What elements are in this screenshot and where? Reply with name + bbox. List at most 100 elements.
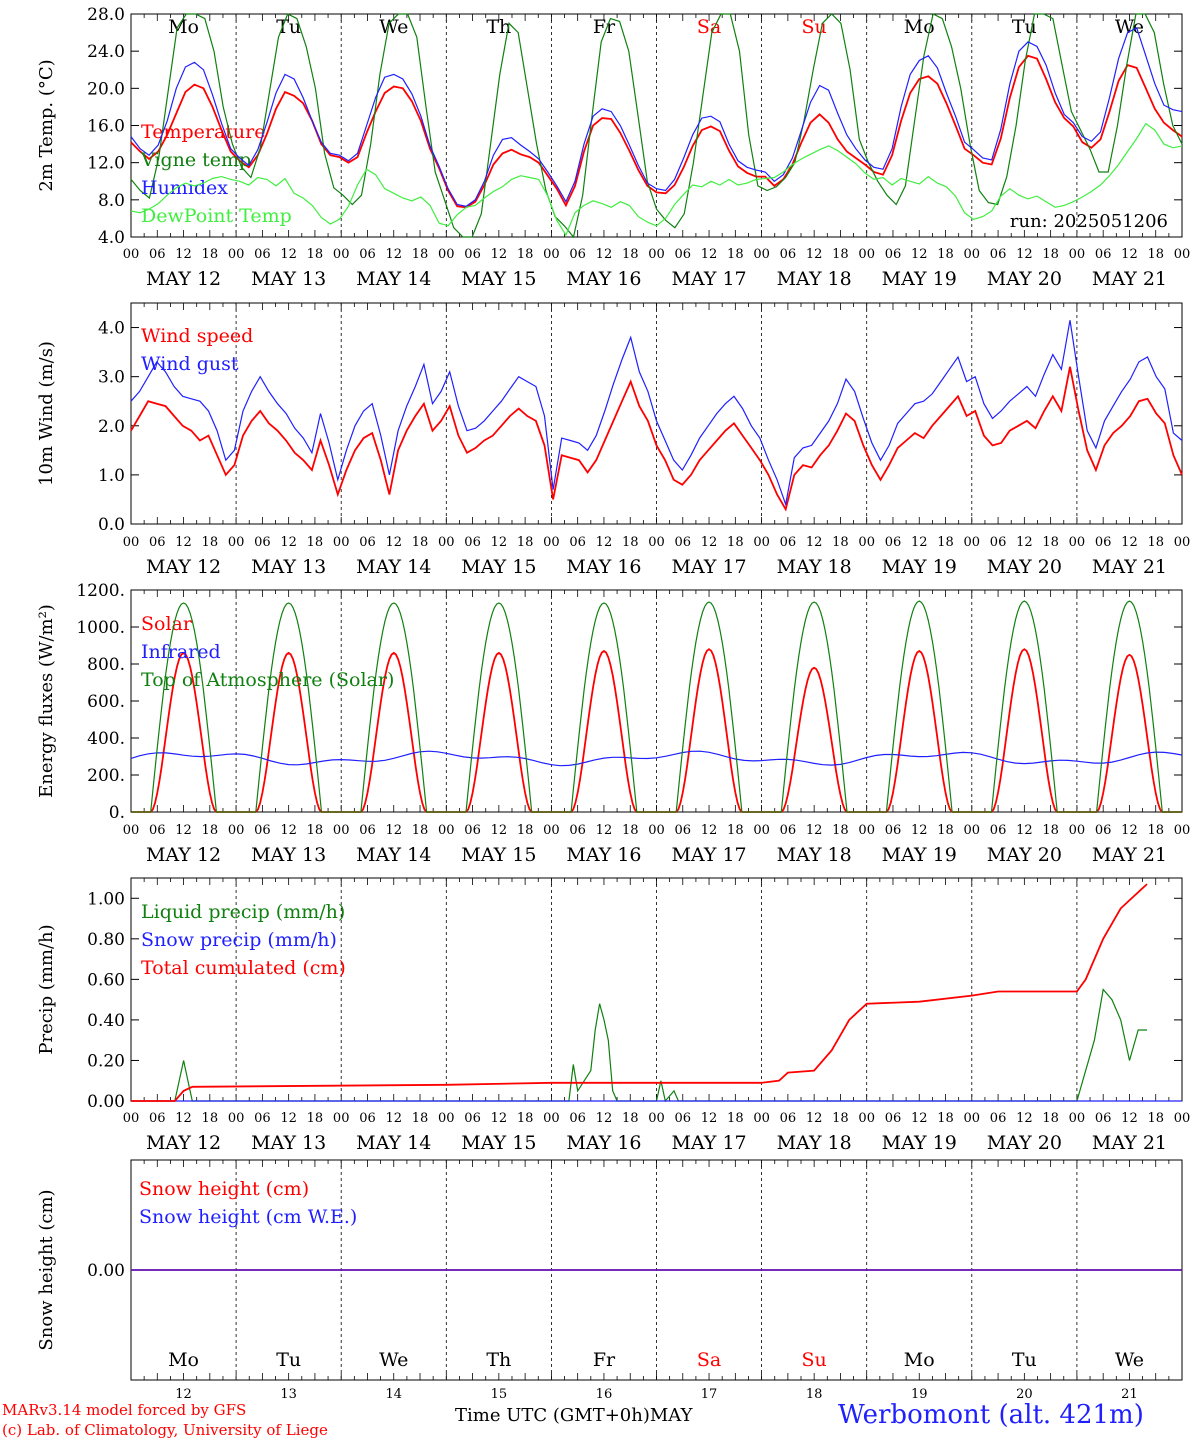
temperature-hour-label: 06 [254, 247, 271, 262]
wind-hour-label: 06 [1095, 535, 1112, 550]
energy-date-label: MAY 15 [461, 844, 536, 866]
precip-series-total-cumulated-cm [131, 883, 1148, 1102]
temperature-weekday-label: Su [802, 16, 827, 38]
temperature-hour-label: 12 [596, 247, 613, 262]
energy-legend-item: Solar [141, 613, 193, 635]
wind-hour-label: 12 [280, 535, 297, 550]
wind-hour-label: 06 [569, 535, 586, 550]
temperature-date-label: MAY 14 [356, 268, 431, 290]
wind-hour-label: 06 [675, 535, 692, 550]
energy-hour-label: 06 [780, 823, 797, 838]
wind-hour-label: 00 [228, 535, 245, 550]
wind-hour-label: 12 [491, 535, 508, 550]
temperature-weekday-label: Mo [904, 16, 935, 38]
precip-hour-label: 12 [491, 1111, 508, 1126]
precip-y-axis-label: Precip (mm/h) [36, 924, 57, 1054]
temperature-series-humidex [130, 27, 1183, 207]
temperature-frame [130, 13, 1183, 238]
wind-hour-label: 00 [1069, 535, 1086, 550]
model-credit: MARv3.14 model forced by GFS (c) Lab. of… [2, 1400, 328, 1440]
wind-series-wind-gust [130, 320, 1183, 507]
temperature-weekday-label: Fr [593, 16, 616, 38]
precip-hour-label: 18 [1042, 1111, 1059, 1126]
temperature-hour-label: 00 [543, 247, 560, 262]
energy-date-label: MAY 14 [356, 844, 431, 866]
energy-y-tick-label: 1000. [76, 618, 125, 638]
energy-hour-label: 18 [832, 823, 849, 838]
snow-weekday-label: Mo [904, 1349, 935, 1371]
temperature-weekday-label: Th [486, 16, 511, 38]
energy-hour-label: 06 [464, 823, 481, 838]
energy-date-label: MAY 17 [671, 844, 746, 866]
energy-hour-label: 06 [1095, 823, 1112, 838]
precip-hour-label: 12 [806, 1111, 823, 1126]
energy-hour-label: 12 [596, 823, 613, 838]
wind-y-tick-label: 1.0 [98, 466, 125, 486]
precip-hour-label: 12 [701, 1111, 718, 1126]
wind-date-label: MAY 20 [987, 556, 1062, 578]
temperature-run-annotation: run: 2025051206 [1010, 211, 1168, 232]
snow-weekday-label: Tu [1012, 1349, 1037, 1371]
precip-hour-label: 00 [1069, 1111, 1086, 1126]
wind-hour-label: 06 [464, 535, 481, 550]
wind-hour-label: 12 [806, 535, 823, 550]
temperature-hour-label: 06 [675, 247, 692, 262]
energy-date-label: MAY 12 [146, 844, 221, 866]
energy-hour-label: 06 [569, 823, 586, 838]
temperature-weekday-label: Tu [276, 16, 301, 38]
energy-hour-label: 18 [727, 823, 744, 838]
wind-legend-item: Wind gust [141, 353, 239, 375]
temperature-hour-label: 18 [412, 247, 429, 262]
energy-series-infrared [130, 750, 1183, 767]
temperature-hour-label: 12 [701, 247, 718, 262]
wind-date-label: MAY 16 [566, 556, 641, 578]
energy-hour-label: 12 [1016, 823, 1033, 838]
precip-hour-label: 12 [175, 1111, 192, 1126]
x-axis-title: Time UTC (GMT+0h)MAY [455, 1405, 692, 1426]
temperature-hour-label: 12 [280, 247, 297, 262]
day-number-label: 17 [701, 1387, 718, 1402]
energy-hour-label: 06 [254, 823, 271, 838]
energy-hour-label: 18 [412, 823, 429, 838]
temperature-hour-label: 06 [780, 247, 797, 262]
temperature-hour-label: 00 [228, 247, 245, 262]
day-number-label: 16 [596, 1387, 613, 1402]
temperature-hour-label: 18 [937, 247, 954, 262]
day-number-label: 13 [280, 1387, 297, 1402]
precip-hour-label: 00 [753, 1111, 770, 1126]
temperature-hour-label: 18 [202, 247, 219, 262]
wind-date-label: MAY 13 [251, 556, 326, 578]
wind-hour-label: 00 [123, 535, 140, 550]
temperature-hour-label: 00 [858, 247, 875, 262]
temperature-legend-item: DewPoint Temp [141, 205, 292, 227]
temperature-hour-label: 00 [123, 247, 140, 262]
precip-hour-label: 00 [858, 1111, 875, 1126]
temperature-date-label: MAY 18 [777, 268, 852, 290]
temperature-hour-label: 00 [964, 247, 981, 262]
temperature-hour-label: 12 [911, 247, 928, 262]
energy-legend-item: Top of Atmosphere (Solar) [141, 669, 394, 691]
precip-hour-label: 06 [359, 1111, 376, 1126]
temperature-y-tick-label: 16.0 [87, 117, 125, 137]
precip-hour-label: 00 [438, 1111, 455, 1126]
precip-hour-label: 18 [937, 1111, 954, 1126]
precip-date-label: MAY 13 [251, 1132, 326, 1154]
wind-y-tick-label: 3.0 [98, 368, 125, 388]
precip-hour-label: 18 [832, 1111, 849, 1126]
energy-hour-label: 00 [1069, 823, 1086, 838]
precip-y-tick-label: 0.80 [87, 930, 125, 950]
temperature-date-label: MAY 15 [461, 268, 536, 290]
day-number-label: 20 [1016, 1387, 1033, 1402]
wind-hour-label: 12 [175, 535, 192, 550]
temperature-weekday-label: We [379, 16, 408, 38]
precip-hour-label: 06 [675, 1111, 692, 1126]
precip-hour-label: 12 [1121, 1111, 1138, 1126]
temperature-hour-label: 18 [622, 247, 639, 262]
precip-hour-label: 18 [412, 1111, 429, 1126]
temperature-hour-label: 06 [885, 247, 902, 262]
energy-hour-label: 06 [149, 823, 166, 838]
wind-hour-label: 18 [832, 535, 849, 550]
energy-hour-label: 00 [753, 823, 770, 838]
temperature-hour-label: 18 [832, 247, 849, 262]
